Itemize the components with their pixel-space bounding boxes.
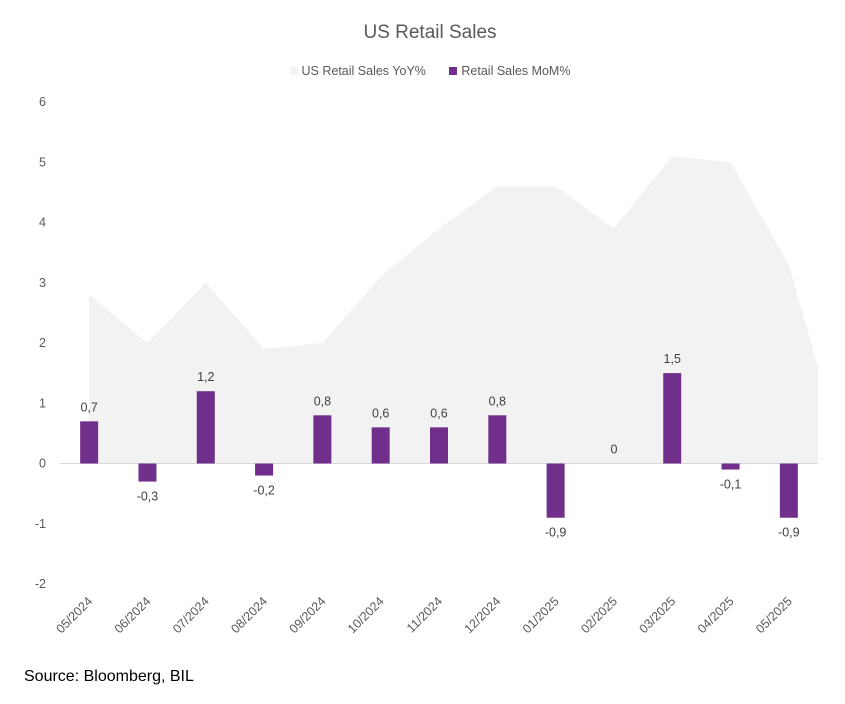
x-tick-label: 05/2025	[753, 594, 795, 636]
x-tick-label: 06/2024	[112, 594, 154, 636]
x-tick-label: 09/2024	[287, 594, 329, 636]
x-tick-label: 07/2024	[170, 594, 212, 636]
bar-mom	[138, 463, 157, 482]
y-tick-label: 3	[39, 276, 46, 290]
legend-label-yoy: US Retail Sales YoY%	[301, 64, 426, 78]
x-tick-label: 02/2025	[578, 594, 620, 636]
y-tick-label: -2	[35, 577, 46, 591]
data-label: 1,5	[664, 352, 681, 366]
bar-mom	[546, 463, 565, 518]
bar-mom	[663, 373, 682, 464]
x-tick-label: 08/2024	[228, 594, 270, 636]
source-note: Source: Bloomberg, BIL	[24, 668, 194, 685]
chart-title: US Retail Sales	[363, 22, 497, 43]
data-label: 1,2	[197, 370, 214, 384]
x-tick-label: 05/2024	[53, 594, 95, 636]
data-label: -0,1	[720, 478, 742, 492]
bar-mom	[196, 391, 215, 464]
data-label: 0	[610, 443, 617, 457]
x-tick-label: 03/2025	[637, 594, 679, 636]
data-label: -0,2	[253, 484, 275, 498]
y-tick-label: 2	[39, 336, 46, 350]
x-tick-label: 04/2025	[695, 594, 737, 636]
legend-item-yoy: US Retail Sales YoY%	[289, 64, 426, 78]
legend-label-mom: Retail Sales MoM%	[461, 64, 571, 78]
bar-mom	[488, 415, 507, 464]
x-tick-label: 11/2024	[404, 594, 445, 635]
legend-item-mom: Retail Sales MoM%	[449, 64, 570, 78]
bar-mom	[313, 415, 332, 464]
data-label: 0,6	[372, 406, 389, 420]
data-label: -0,3	[137, 490, 159, 504]
data-label: -0,9	[545, 526, 567, 540]
bar-mom	[779, 463, 798, 518]
y-tick-label: 1	[39, 396, 46, 410]
data-label: 0,8	[314, 394, 331, 408]
y-tick-label: -1	[35, 517, 46, 531]
bar-mom	[721, 463, 740, 470]
x-tick-label: 12/2024	[462, 594, 504, 636]
legend-swatch-mom	[449, 67, 458, 75]
data-label: 0,7	[80, 400, 97, 414]
data-label: 0,8	[489, 394, 506, 408]
y-tick-label: 0	[39, 457, 46, 471]
bar-mom	[255, 463, 274, 476]
y-tick-label: 5	[39, 155, 46, 169]
x-tick-label: 01/2025	[520, 594, 562, 636]
legend-swatch-yoy	[289, 67, 298, 75]
legend: US Retail Sales YoY% Retail Sales MoM%	[0, 64, 845, 78]
y-tick-label: 6	[39, 95, 46, 109]
bar-mom	[80, 421, 99, 464]
bar-mom	[430, 427, 448, 464]
bar-mom	[371, 427, 390, 464]
data-label: -0,9	[778, 526, 800, 540]
area-yoy	[89, 156, 818, 464]
x-tick-label: 10/2024	[345, 594, 387, 636]
y-tick-label: 4	[39, 216, 46, 230]
data-label: 0,6	[430, 406, 447, 420]
